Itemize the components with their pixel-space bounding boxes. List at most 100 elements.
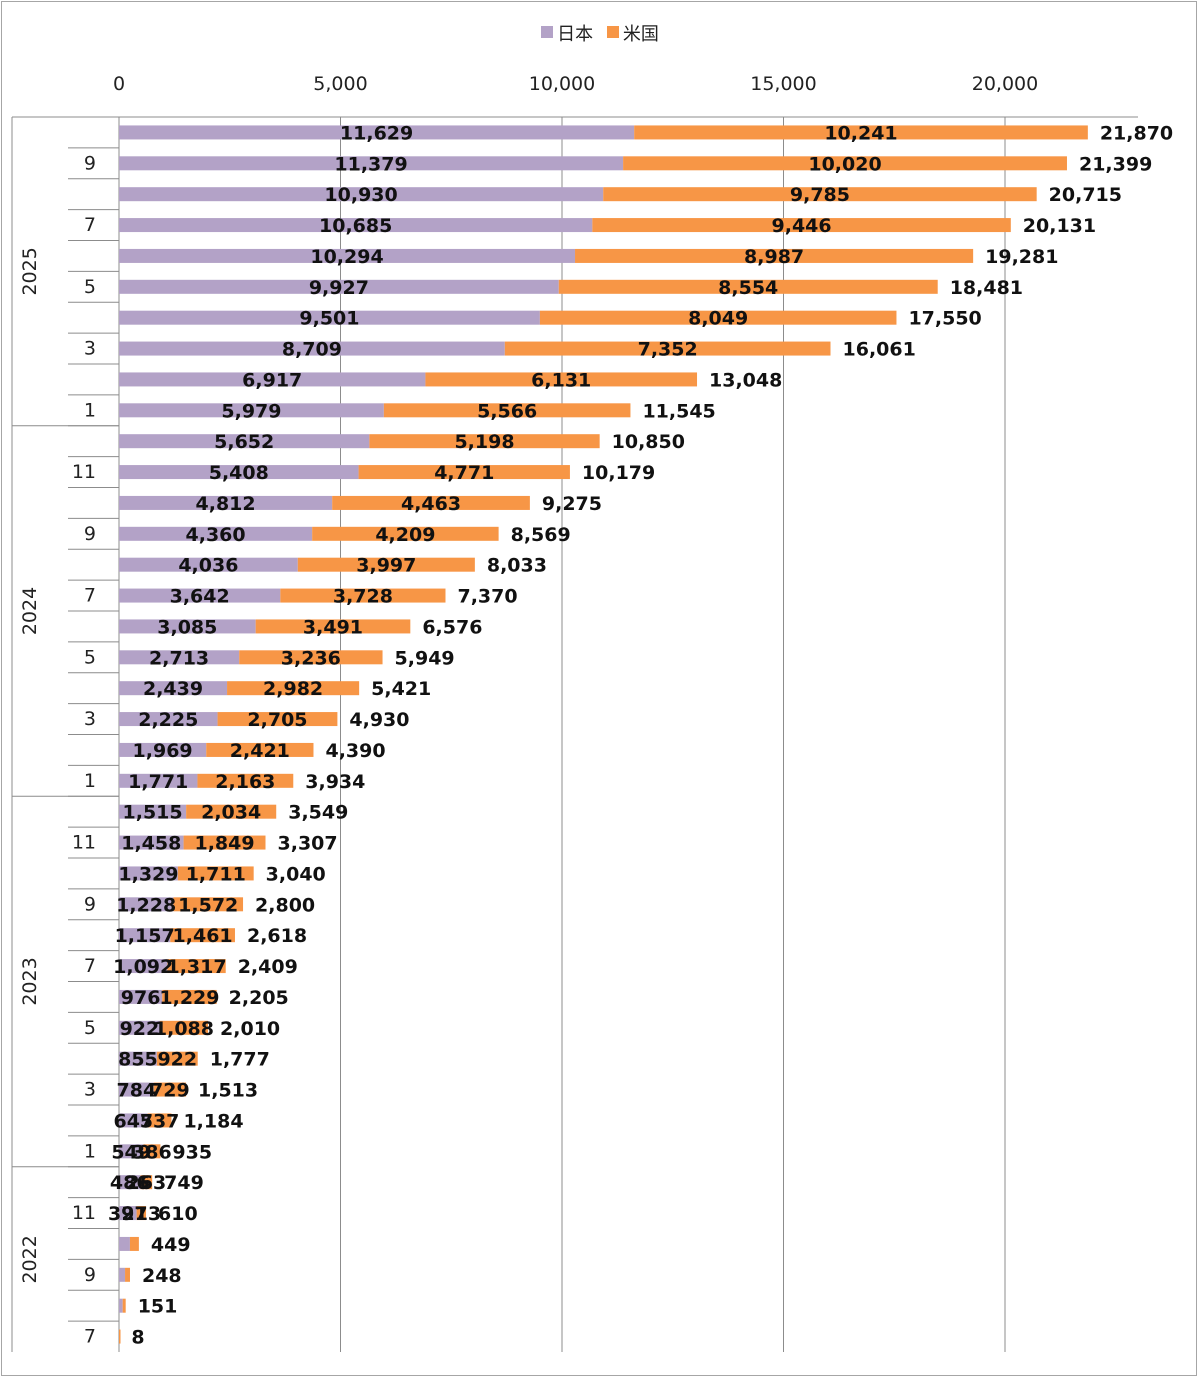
- data-label-us: 3,997: [356, 555, 416, 577]
- data-label-japan: 922: [120, 1018, 160, 1040]
- data-label-us: 2,034: [201, 802, 261, 824]
- bar-us: [162, 989, 217, 1004]
- data-label-japan: 1,228: [116, 894, 176, 916]
- legend-label-japan: 日本: [557, 24, 594, 45]
- data-label-us: 1,461: [173, 925, 233, 947]
- data-label-us: 4,463: [401, 493, 461, 515]
- bar-japan: [119, 1298, 123, 1313]
- data-label-japan: 1,329: [118, 863, 178, 885]
- data-label-japan: 2,713: [149, 647, 209, 669]
- bar-japan: [119, 557, 298, 572]
- data-label-us: 263: [127, 1172, 167, 1194]
- data-label-total: 21,870: [1100, 122, 1173, 144]
- x-tick-label: 10,000: [529, 73, 595, 95]
- bar-japan: [119, 619, 256, 634]
- bar-us: [156, 1051, 198, 1066]
- bar-us: [173, 897, 244, 912]
- bar-japan: [119, 1020, 160, 1035]
- bar-us: [634, 125, 1088, 140]
- data-label-total: 248: [142, 1265, 182, 1287]
- bar-japan: [119, 1082, 154, 1097]
- data-label-total: 935: [172, 1141, 212, 1163]
- data-label-japan: 3,642: [170, 586, 230, 608]
- bar-japan: [119, 434, 370, 449]
- data-label-us: 213: [121, 1203, 161, 1225]
- bar-japan: [119, 1113, 148, 1128]
- bar-japan: [119, 866, 178, 881]
- data-label-japan: 11,379: [334, 153, 407, 175]
- category-label: 9: [84, 1264, 96, 1286]
- data-label-us: 8,554: [718, 277, 778, 299]
- category-label: 11: [72, 832, 96, 854]
- bar-us: [369, 434, 600, 449]
- bar-japan: [119, 403, 384, 418]
- data-label-us: 7,352: [638, 339, 698, 361]
- data-label-us: 1,572: [178, 894, 238, 916]
- data-label-us: 8,987: [744, 246, 804, 268]
- year-label: 2022: [19, 1235, 41, 1283]
- data-label-japan: 10,685: [319, 215, 392, 237]
- bar-us: [129, 1236, 139, 1251]
- data-label-total: 2,010: [220, 1018, 280, 1040]
- category-label: 1: [84, 1140, 96, 1162]
- bar-japan: [119, 1236, 130, 1251]
- bar-us: [623, 156, 1067, 171]
- bar-us: [558, 279, 938, 294]
- category-label: 3: [84, 1079, 96, 1101]
- data-label-japan: 5,979: [221, 400, 281, 422]
- data-label-total: 16,061: [843, 339, 916, 361]
- data-label-japan: 2,225: [138, 709, 198, 731]
- category-label: 11: [72, 461, 96, 483]
- bar-us: [122, 1298, 126, 1313]
- data-label-total: 7,370: [457, 586, 517, 608]
- data-label-us: 1,229: [159, 987, 219, 1009]
- data-label-japan: 5,408: [209, 462, 269, 484]
- category-label: 7: [84, 585, 96, 607]
- bar-japan: [119, 279, 559, 294]
- data-label-us: 4,209: [375, 524, 435, 546]
- bar-us: [170, 928, 235, 943]
- data-label-japan: 10,930: [324, 184, 397, 206]
- year-label: 2023: [19, 957, 41, 1005]
- data-label-japan: 1,771: [128, 771, 188, 793]
- data-label-us: 9,446: [772, 215, 832, 237]
- data-label-total: 3,549: [288, 802, 348, 824]
- data-label-total: 19,281: [985, 246, 1058, 268]
- x-tick-label: 5,000: [313, 73, 367, 95]
- bar-japan: [119, 712, 218, 727]
- bar-us: [206, 742, 314, 757]
- data-label-us: 1,317: [166, 956, 226, 978]
- bar-japan: [119, 989, 163, 1004]
- bar-us: [143, 1144, 161, 1159]
- bar-us: [125, 1267, 130, 1282]
- legend: 日本 米国: [0, 20, 1200, 46]
- x-tick-label: 20,000: [972, 73, 1038, 95]
- data-label-japan: 1,157: [115, 925, 175, 947]
- bar-japan: [119, 310, 540, 325]
- bar-japan: [119, 372, 426, 387]
- bar-japan: [119, 897, 174, 912]
- bar-us: [255, 619, 411, 634]
- data-label-us: 8,049: [688, 308, 748, 330]
- data-label-japan: 549: [111, 1141, 151, 1163]
- bar-japan: [119, 125, 635, 140]
- bar-japan: [119, 156, 624, 171]
- data-label-us: 2,163: [215, 771, 275, 793]
- data-label-total: 3,934: [305, 771, 365, 793]
- data-label-japan: 9,501: [299, 308, 359, 330]
- data-label-japan: 1,458: [121, 833, 181, 855]
- data-label-total: 2,618: [247, 925, 307, 947]
- bar-us: [119, 1329, 121, 1344]
- data-label-us: 3,236: [281, 647, 341, 669]
- bar-us: [504, 341, 831, 356]
- data-label-total: 2,800: [255, 894, 315, 916]
- data-label-us: 6,131: [531, 369, 591, 391]
- data-label-us: 2,982: [263, 678, 323, 700]
- data-label-us: 9,785: [790, 184, 850, 206]
- data-label-us: 537: [140, 1110, 180, 1132]
- bar-japan: [119, 1051, 157, 1066]
- bar-japan: [119, 1144, 144, 1159]
- data-label-japan: 10,294: [310, 246, 383, 268]
- bar-us: [186, 804, 277, 819]
- data-label-total: 1,184: [183, 1110, 243, 1132]
